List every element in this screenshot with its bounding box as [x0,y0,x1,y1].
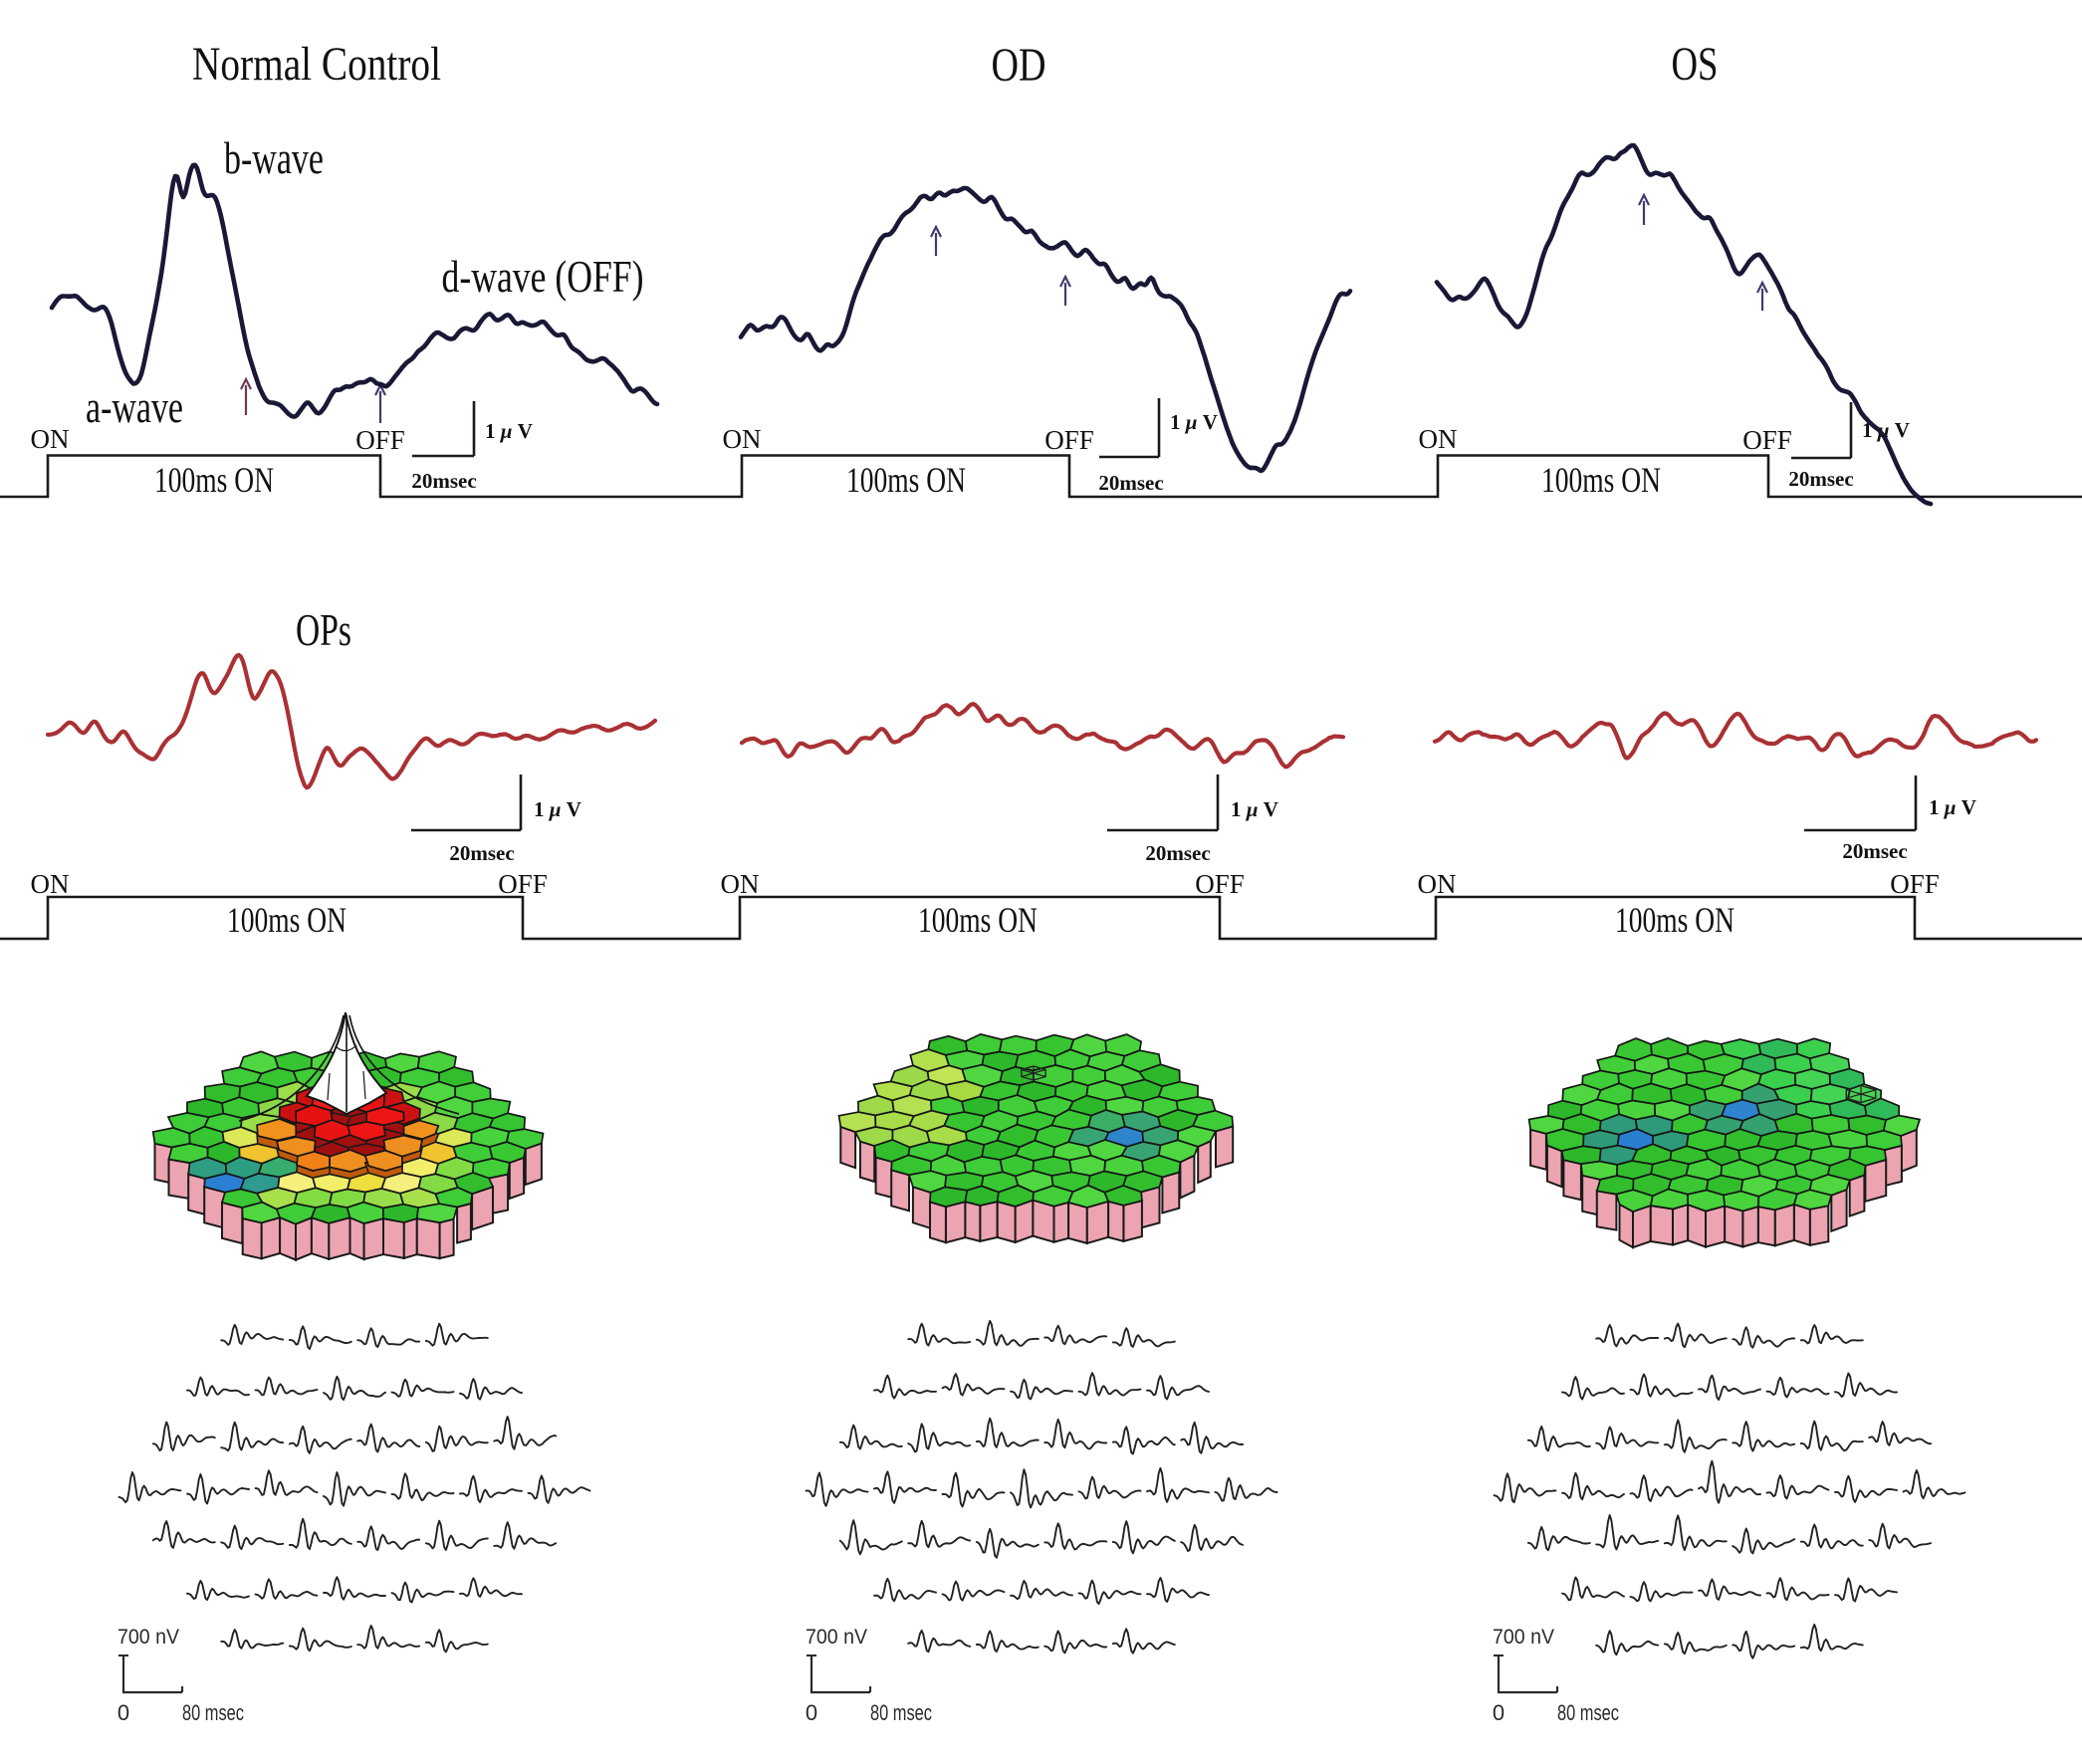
svg-text:100ms ON: 100ms ON [1615,900,1735,940]
svg-text:ON: ON [1418,869,1457,899]
svg-text:20msec: 20msec [1098,471,1163,495]
svg-text:OFF: OFF [1742,425,1792,455]
svg-text:700 nV: 700 nV [117,1626,179,1649]
svg-text:1 μ V: 1 μ V [1231,797,1278,821]
svg-text:80 msec: 80 msec [870,1700,932,1725]
svg-text:d-wave (OFF): d-wave (OFF) [442,251,644,302]
svg-text:20msec: 20msec [411,469,476,493]
svg-text:100ms ON: 100ms ON [154,460,274,500]
svg-text:0: 0 [1493,1700,1504,1725]
svg-text:0: 0 [117,1700,129,1725]
svg-text:OPs: OPs [296,604,351,655]
svg-text:ON: ON [31,424,70,454]
svg-text:OFF: OFF [498,869,548,899]
svg-text:20msec: 20msec [1842,839,1907,863]
svg-text:20msec: 20msec [1145,841,1210,865]
svg-text:OD: OD [992,39,1046,92]
svg-text:100ms ON: 100ms ON [846,460,966,500]
svg-text:OFF: OFF [1044,425,1094,455]
svg-text:OFF: OFF [355,425,405,455]
svg-text:100ms ON: 100ms ON [1541,460,1661,500]
svg-text:OS: OS [1672,38,1719,91]
svg-text:Normal Control: Normal Control [192,38,441,91]
svg-text:a-wave: a-wave [86,381,183,432]
svg-text:ON: ON [31,869,70,899]
svg-text:b-wave: b-wave [224,132,324,183]
svg-text:80 msec: 80 msec [1557,1700,1619,1725]
svg-text:1 μ V: 1 μ V [1929,795,1976,819]
svg-text:ON: ON [723,424,762,454]
svg-text:1 μ V: 1 μ V [1170,410,1218,434]
svg-text:700 nV: 700 nV [806,1626,867,1649]
svg-text:1 μ V: 1 μ V [534,797,581,821]
svg-text:1 μ V: 1 μ V [485,419,533,443]
svg-text:OFF: OFF [1195,869,1245,899]
svg-text:700 nV: 700 nV [1493,1626,1554,1649]
svg-text:80 msec: 80 msec [182,1700,244,1725]
svg-text:ON: ON [1419,424,1458,454]
svg-text:20msec: 20msec [449,841,514,865]
svg-text:100ms ON: 100ms ON [918,900,1038,940]
svg-text:20msec: 20msec [1788,467,1853,491]
svg-text:ON: ON [721,869,760,899]
svg-text:OFF: OFF [1890,869,1940,899]
svg-text:100ms ON: 100ms ON [227,900,347,940]
svg-text:0: 0 [806,1700,817,1725]
